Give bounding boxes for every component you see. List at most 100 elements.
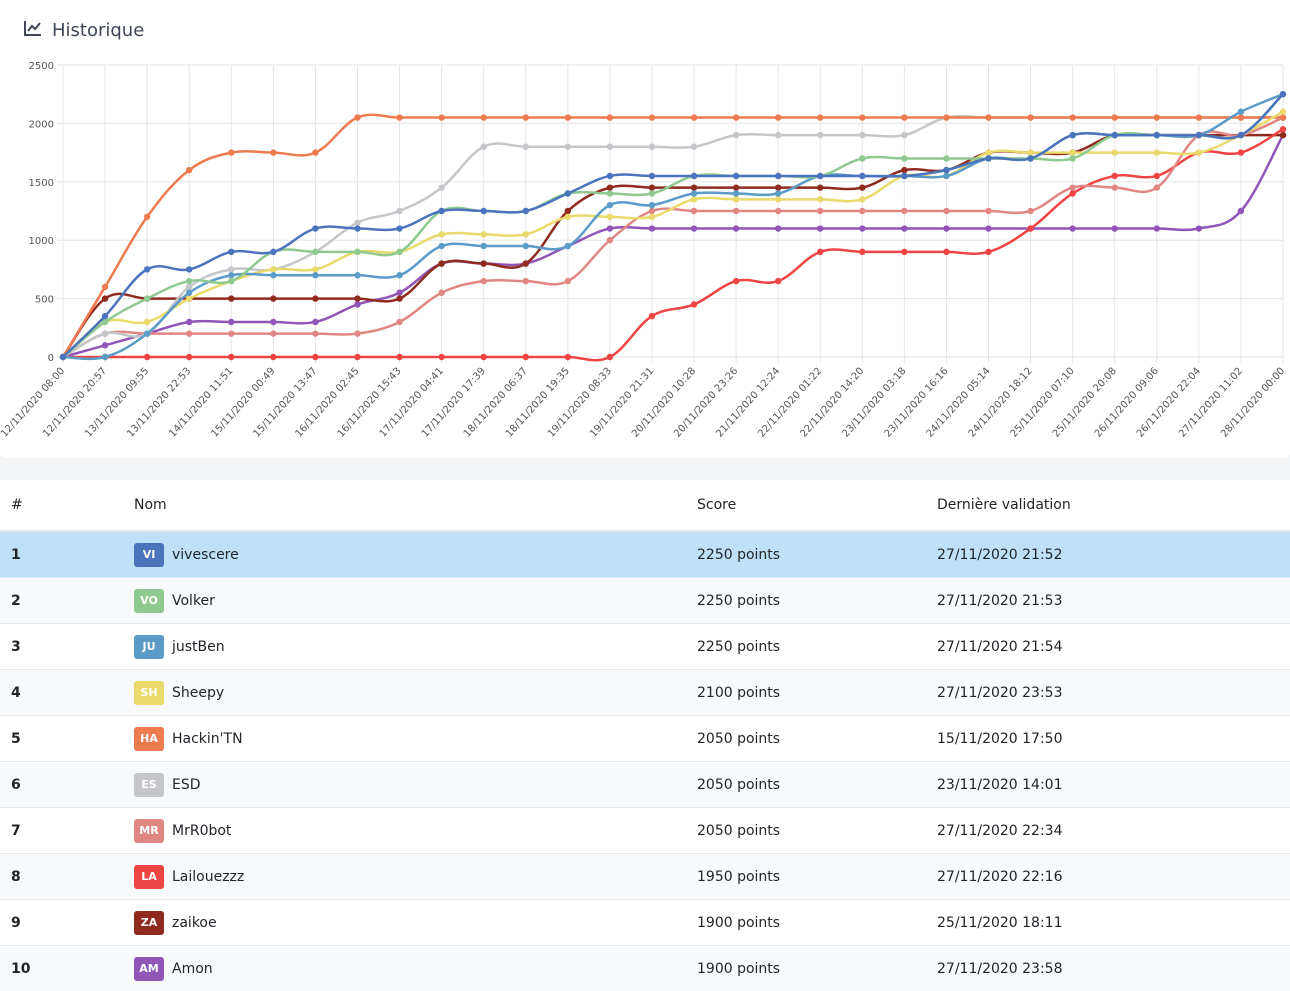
data-point bbox=[144, 330, 150, 336]
column-rank: # bbox=[0, 480, 134, 531]
team-name-link[interactable]: ESD bbox=[172, 777, 201, 793]
data-point bbox=[228, 149, 234, 155]
data-point bbox=[270, 354, 276, 360]
last-validation-cell: 27/11/2020 22:16 bbox=[937, 854, 1290, 900]
y-tick-label: 500 bbox=[35, 295, 54, 306]
rank-cell: 6 bbox=[0, 762, 134, 808]
data-point bbox=[733, 132, 739, 138]
data-point bbox=[480, 260, 486, 266]
data-point bbox=[228, 272, 234, 278]
data-point bbox=[438, 184, 444, 190]
data-point bbox=[228, 330, 234, 336]
data-point bbox=[817, 132, 823, 138]
data-point bbox=[480, 354, 486, 360]
data-point bbox=[649, 202, 655, 208]
rank-cell: 3 bbox=[0, 624, 134, 670]
team-name-link[interactable]: Lailouezzz bbox=[172, 869, 244, 885]
data-point bbox=[649, 208, 655, 214]
last-validation-cell: 25/11/2020 18:11 bbox=[937, 900, 1290, 946]
data-point bbox=[1069, 155, 1075, 161]
data-point bbox=[480, 114, 486, 120]
series-line bbox=[63, 134, 1283, 357]
data-point bbox=[1238, 109, 1244, 115]
data-point bbox=[733, 173, 739, 179]
data-point bbox=[480, 231, 486, 237]
data-point bbox=[354, 219, 360, 225]
data-point bbox=[354, 354, 360, 360]
data-point bbox=[985, 225, 991, 231]
avatar: JU bbox=[134, 635, 164, 659]
data-point bbox=[312, 266, 318, 272]
data-point bbox=[901, 249, 907, 255]
data-point bbox=[691, 184, 697, 190]
team-name-link[interactable]: Hackin'TN bbox=[172, 731, 243, 747]
data-point bbox=[1238, 149, 1244, 155]
history-header: Historique bbox=[24, 16, 144, 44]
team-name-link[interactable]: Sheepy bbox=[172, 685, 224, 701]
data-point bbox=[186, 319, 192, 325]
data-point bbox=[438, 208, 444, 214]
data-point bbox=[607, 184, 613, 190]
data-point bbox=[312, 354, 318, 360]
rank-cell: 5 bbox=[0, 716, 134, 762]
data-point bbox=[186, 354, 192, 360]
data-point bbox=[1154, 149, 1160, 155]
data-point bbox=[438, 231, 444, 237]
data-point bbox=[943, 225, 949, 231]
data-point bbox=[1280, 132, 1286, 138]
score-cell: 1900 points bbox=[697, 900, 937, 946]
data-point bbox=[523, 354, 529, 360]
data-point bbox=[607, 202, 613, 208]
avatar: ES bbox=[134, 773, 164, 797]
avatar: LA bbox=[134, 865, 164, 889]
data-point bbox=[649, 173, 655, 179]
team-name-link[interactable]: vivescere bbox=[172, 547, 239, 563]
data-point bbox=[186, 330, 192, 336]
data-point bbox=[1154, 184, 1160, 190]
data-point bbox=[270, 330, 276, 336]
data-point bbox=[270, 249, 276, 255]
team-name-link[interactable]: MrR0bot bbox=[172, 823, 231, 839]
data-point bbox=[607, 214, 613, 220]
name-cell: ES ESD bbox=[134, 762, 697, 808]
data-point bbox=[1027, 114, 1033, 120]
y-tick-label: 1000 bbox=[29, 236, 54, 247]
data-point bbox=[1280, 114, 1286, 120]
team-name-link[interactable]: Amon bbox=[172, 961, 213, 977]
data-point bbox=[775, 173, 781, 179]
team-name-link[interactable]: justBen bbox=[172, 639, 225, 655]
team-name-link[interactable]: zaikoe bbox=[172, 915, 217, 931]
line-chart-icon bbox=[24, 20, 42, 40]
data-point bbox=[480, 144, 486, 150]
data-point bbox=[228, 295, 234, 301]
data-point bbox=[817, 225, 823, 231]
data-point bbox=[1069, 149, 1075, 155]
y-tick-label: 0 bbox=[48, 353, 54, 364]
data-point bbox=[1112, 149, 1118, 155]
score-cell: 2100 points bbox=[697, 670, 937, 716]
data-point bbox=[396, 208, 402, 214]
data-point bbox=[144, 214, 150, 220]
data-point bbox=[396, 114, 402, 120]
data-point bbox=[396, 225, 402, 231]
data-point bbox=[649, 114, 655, 120]
data-point bbox=[733, 184, 739, 190]
data-point bbox=[775, 225, 781, 231]
data-point bbox=[985, 208, 991, 214]
last-validation-cell: 27/11/2020 21:53 bbox=[937, 578, 1290, 624]
team-name-link[interactable]: Volker bbox=[172, 593, 215, 609]
